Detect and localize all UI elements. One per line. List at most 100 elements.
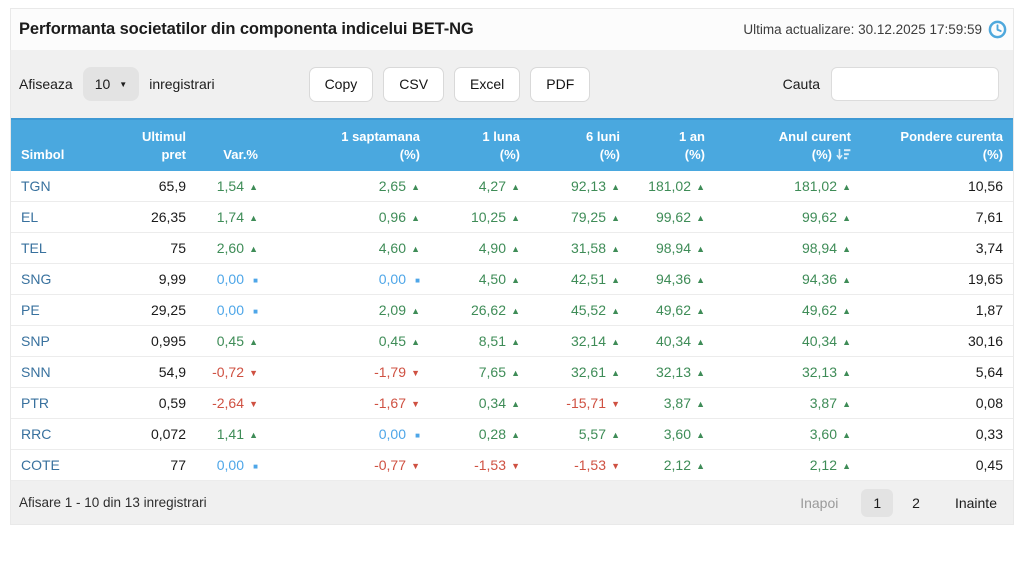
page-length-select[interactable]: 10 ▼ bbox=[82, 67, 140, 101]
up-triangle-icon: ▲ bbox=[842, 430, 851, 441]
column-header-var[interactable]: Var.% bbox=[196, 117, 268, 172]
up-triangle-icon: ▲ bbox=[411, 306, 420, 317]
symbol-cell[interactable]: SNP bbox=[11, 325, 96, 358]
up-triangle-icon: ▲ bbox=[511, 275, 520, 286]
up-triangle-icon: ▲ bbox=[249, 337, 258, 348]
change-cell: -1,53 ▼ bbox=[430, 449, 530, 482]
up-triangle-icon: ▲ bbox=[511, 182, 520, 193]
price-cell: 77 bbox=[96, 449, 196, 482]
up-triangle-icon: ▲ bbox=[611, 244, 620, 255]
change-cell: 98,94 ▲ bbox=[630, 232, 715, 265]
search-input[interactable] bbox=[831, 67, 999, 101]
down-triangle-icon: ▼ bbox=[411, 399, 420, 410]
symbol-cell[interactable]: EL bbox=[11, 201, 96, 234]
column-header-1-luna[interactable]: 1 luna (%) bbox=[430, 117, 530, 172]
previous-page-button[interactable]: Inapoi bbox=[800, 494, 839, 511]
up-triangle-icon: ▲ bbox=[611, 182, 620, 193]
change-cell: 0,00 ■ bbox=[268, 263, 430, 296]
up-triangle-icon: ▲ bbox=[842, 399, 851, 410]
performance-table: Simbol Ultimul pret Var.% 1 saptamana (%) 1 lu… bbox=[11, 117, 1013, 482]
column-header-6-luni[interactable]: 6 luni (%) bbox=[530, 117, 630, 172]
up-triangle-icon: ▲ bbox=[696, 213, 705, 224]
up-triangle-icon: ▲ bbox=[249, 430, 258, 441]
page-2-button[interactable]: 2 bbox=[912, 494, 920, 511]
last-update: Ultima actualizare: 30.12.2025 17:59:59 bbox=[743, 20, 1007, 39]
column-header-simbol[interactable]: Simbol bbox=[11, 117, 96, 172]
table-row: RRC 0,072 1,41 ▲ 0,00 ■ 0,28 ▲ 5,57 ▲ 3,60 ▲ 3,60 ▲ 0,… bbox=[11, 418, 1013, 451]
length-label-before: Afiseaza bbox=[19, 76, 73, 92]
column-header-anul-curent[interactable]: Anul curent (%) bbox=[715, 117, 861, 172]
up-triangle-icon: ▲ bbox=[511, 306, 520, 317]
table-footer: Afisare 1 - 10 din 13 inregistrari Inapo… bbox=[11, 481, 1013, 525]
column-header-ultimul-pret[interactable]: Ultimul pret bbox=[96, 117, 196, 172]
symbol-cell[interactable]: RRC bbox=[11, 418, 96, 451]
up-triangle-icon: ▲ bbox=[696, 430, 705, 441]
symbol-cell[interactable]: PTR bbox=[11, 387, 96, 420]
price-cell: 75 bbox=[96, 232, 196, 265]
change-cell: 26,62 ▲ bbox=[430, 294, 530, 327]
change-cell: 1,54 ▲ bbox=[196, 171, 268, 203]
symbol-cell[interactable]: TGN bbox=[11, 171, 96, 203]
change-cell: 40,34 ▲ bbox=[715, 325, 861, 358]
change-cell: 79,25 ▲ bbox=[530, 201, 630, 234]
up-triangle-icon: ▲ bbox=[511, 430, 520, 441]
change-cell: 7,65 ▲ bbox=[430, 356, 530, 389]
change-cell: 92,13 ▲ bbox=[530, 171, 630, 203]
copy-button[interactable]: Copy bbox=[308, 66, 374, 102]
up-triangle-icon: ▲ bbox=[411, 244, 420, 255]
flat-square-icon: ■ bbox=[415, 431, 420, 441]
change-cell: 99,62 ▲ bbox=[630, 201, 715, 234]
symbol-cell[interactable]: SNN bbox=[11, 356, 96, 389]
table-row: TEL 75 2,60 ▲ 4,60 ▲ 4,90 ▲ 31,58 ▲ 98,94 ▲ 98,94 ▲ 3,… bbox=[11, 232, 1013, 265]
column-header-1-saptamana[interactable]: 1 saptamana (%) bbox=[268, 117, 430, 172]
change-cell: 0,00 ■ bbox=[196, 294, 268, 327]
column-header-1-an[interactable]: 1 an (%) bbox=[630, 117, 715, 172]
table-row: PE 29,25 0,00 ■ 2,09 ▲ 26,62 ▲ 45,52 ▲ 49,62 ▲ 49,62… bbox=[11, 294, 1013, 327]
down-triangle-icon: ▼ bbox=[511, 461, 520, 472]
change-cell: 31,58 ▲ bbox=[530, 232, 630, 265]
change-cell: 0,00 ■ bbox=[196, 263, 268, 296]
change-cell: 181,02 ▲ bbox=[715, 171, 861, 203]
up-triangle-icon: ▲ bbox=[511, 337, 520, 348]
last-update-text: Ultima actualizare: 30.12.2025 17:59:59 bbox=[743, 22, 982, 37]
symbol-cell[interactable]: SNG bbox=[11, 263, 96, 296]
symbol-cell[interactable]: TEL bbox=[11, 232, 96, 265]
up-triangle-icon: ▲ bbox=[842, 275, 851, 286]
change-cell: 2,12 ▲ bbox=[630, 449, 715, 482]
change-cell: 1,41 ▲ bbox=[196, 418, 268, 451]
weight-cell: 0,45 bbox=[861, 449, 1013, 482]
sort-descending-icon bbox=[836, 148, 851, 160]
change-cell: 45,52 ▲ bbox=[530, 294, 630, 327]
weight-cell: 0,08 bbox=[861, 387, 1013, 420]
column-header-pondere-curenta[interactable]: Pondere curenta (%) bbox=[861, 117, 1013, 172]
down-triangle-icon: ▼ bbox=[611, 461, 620, 472]
change-cell: 94,36 ▲ bbox=[715, 263, 861, 296]
excel-button[interactable]: Excel bbox=[454, 66, 521, 102]
up-triangle-icon: ▲ bbox=[411, 337, 420, 348]
change-cell: 32,61 ▲ bbox=[530, 356, 630, 389]
symbol-cell[interactable]: PE bbox=[11, 294, 96, 327]
chevron-down-icon: ▼ bbox=[119, 79, 128, 89]
page-1-button[interactable]: 1 bbox=[861, 488, 894, 517]
table-row: PTR 0,59 -2,64 ▼ -1,67 ▼ 0,34 ▲ -15,71 ▼ 3,87 ▲ 3,87… bbox=[11, 387, 1013, 420]
price-cell: 0,072 bbox=[96, 418, 196, 451]
weight-cell: 5,64 bbox=[861, 356, 1013, 389]
change-cell: 32,13 ▲ bbox=[715, 356, 861, 389]
up-triangle-icon: ▲ bbox=[696, 461, 705, 472]
up-triangle-icon: ▲ bbox=[511, 368, 520, 379]
search-label: Cauta bbox=[782, 76, 820, 92]
change-cell: 94,36 ▲ bbox=[630, 263, 715, 296]
up-triangle-icon: ▲ bbox=[842, 244, 851, 255]
down-triangle-icon: ▼ bbox=[249, 368, 258, 379]
next-page-button[interactable]: Inainte bbox=[954, 494, 997, 511]
up-triangle-icon: ▲ bbox=[696, 368, 705, 379]
symbol-cell[interactable]: COTE bbox=[11, 449, 96, 482]
pdf-button[interactable]: PDF bbox=[530, 66, 591, 102]
change-cell: 49,62 ▲ bbox=[715, 294, 861, 327]
up-triangle-icon: ▲ bbox=[249, 244, 258, 255]
change-cell: 32,13 ▲ bbox=[630, 356, 715, 389]
toolbar: Afiseaza 10 ▼ inregistrari Copy CSV Excel P… bbox=[11, 50, 1013, 118]
csv-button[interactable]: CSV bbox=[383, 66, 445, 102]
change-cell: 0,45 ▲ bbox=[196, 325, 268, 358]
